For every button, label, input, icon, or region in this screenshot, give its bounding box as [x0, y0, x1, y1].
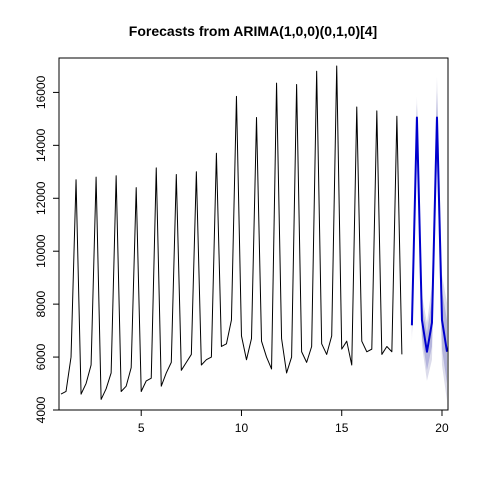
y-tick-label: 8000: [34, 290, 48, 317]
x-tick-label: 5: [138, 421, 145, 435]
y-axis: 4000 6000 8000 10000 12000 14000 16000: [34, 75, 60, 423]
chart-title: Forecasts from ARIMA(1,0,0)(0,1,0)[4]: [129, 23, 377, 39]
x-tick-label: 10: [235, 421, 249, 435]
y-tick-label: 10000: [34, 234, 48, 268]
x-axis: 5 10 15 20: [138, 409, 449, 435]
y-tick-label: 14000: [34, 128, 48, 162]
y-tick-label: 12000: [34, 181, 48, 215]
series-lines: [60, 65, 448, 400]
x-tick-label: 15: [335, 421, 349, 435]
y-tick-label: 4000: [34, 396, 48, 423]
y-tick-label: 6000: [34, 343, 48, 370]
x-tick-label: 20: [435, 421, 449, 435]
forecast-line: [410, 116, 448, 353]
observed-line: [60, 65, 403, 400]
y-tick-label: 16000: [34, 75, 48, 109]
